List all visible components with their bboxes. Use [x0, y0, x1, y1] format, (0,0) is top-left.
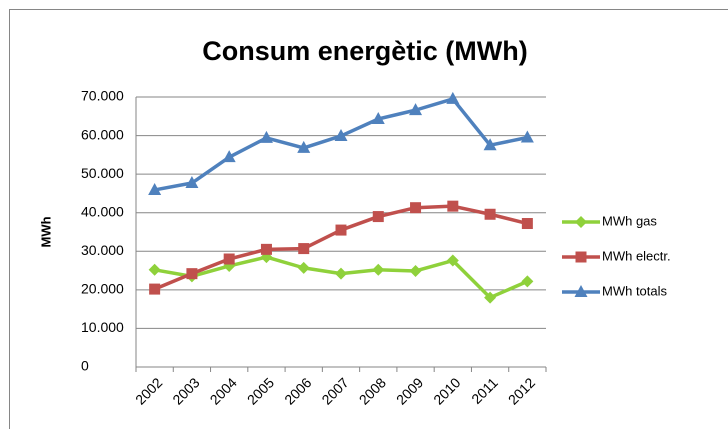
marker	[298, 243, 310, 255]
marker	[410, 202, 422, 214]
marker	[409, 264, 422, 277]
marker	[260, 243, 272, 255]
marker	[259, 130, 273, 143]
marker	[297, 261, 310, 274]
marker	[409, 103, 423, 116]
marker	[372, 263, 385, 276]
marker	[446, 91, 460, 104]
y-tick-label: 10.000	[81, 319, 124, 335]
legend-label: MWh electr.	[602, 248, 671, 263]
marker	[372, 211, 384, 223]
marker	[575, 251, 587, 263]
y-axis-label: MWh	[38, 216, 53, 247]
marker	[148, 263, 161, 276]
marker	[335, 267, 347, 280]
marker	[484, 291, 497, 304]
marker	[260, 251, 273, 264]
marker	[149, 283, 161, 295]
marker	[148, 182, 162, 195]
marker	[521, 275, 534, 288]
legend-label: MWh totals	[602, 283, 668, 298]
marker	[371, 111, 385, 124]
y-tick-label: 30.000	[81, 242, 124, 258]
y-tick-label: 60.000	[81, 126, 124, 142]
marker	[185, 176, 199, 189]
marker	[574, 285, 588, 297]
marker	[222, 150, 236, 163]
marker	[484, 208, 496, 220]
marker	[297, 140, 311, 153]
marker	[223, 253, 235, 265]
marker	[521, 218, 533, 230]
y-tick-label: 40.000	[81, 203, 124, 219]
legend-label: MWh gas	[602, 213, 657, 228]
marker	[186, 268, 198, 280]
chart-title: Consum energètic (MWh)	[202, 36, 528, 66]
marker	[575, 216, 587, 228]
y-tick-label: 20.000	[81, 281, 124, 297]
marker	[447, 200, 459, 212]
marker	[335, 224, 347, 236]
marker	[483, 138, 497, 151]
legend-item: MWh gas	[562, 213, 657, 228]
marker	[334, 128, 348, 141]
y-tick-label: 50.000	[81, 165, 124, 181]
marker	[446, 254, 459, 267]
y-tick-label: 0	[81, 358, 89, 374]
y-tick-label: 70.000	[81, 88, 124, 104]
legend-item: MWh electr.	[562, 248, 671, 263]
marker	[520, 130, 534, 143]
legend-item: MWh totals	[562, 283, 668, 298]
